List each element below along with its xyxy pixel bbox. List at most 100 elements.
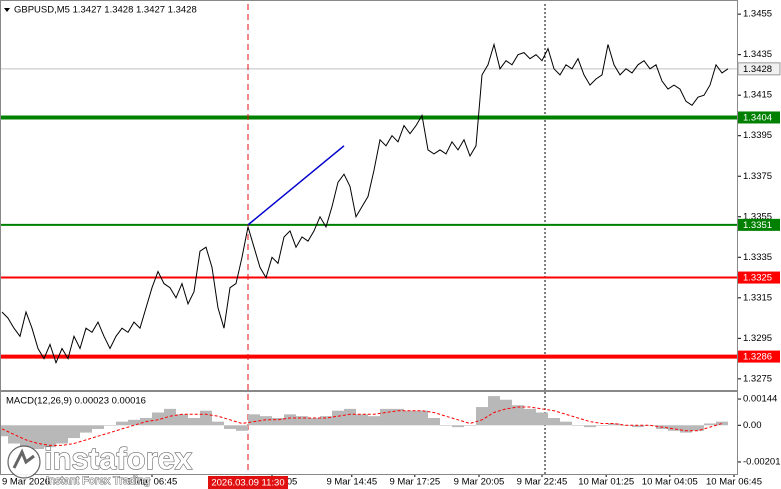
x-tick-label: 10 Mar 01:25: [578, 477, 634, 488]
histogram-bar: [296, 416, 308, 426]
histogram-bar: [104, 425, 116, 426]
histogram-bar: [704, 423, 716, 426]
signal-line: [1, 406, 723, 446]
y-tick-label: 0.00: [743, 420, 762, 431]
y-tick-label: 1.3375: [743, 171, 772, 182]
x-tick-label: 9 Mar 2026: [2, 477, 50, 488]
layer-front: 1.3428 1.3404 1.3351 1.3325 1.3286 2026.03.09…: [208, 62, 781, 489]
histogram-bar: [44, 425, 56, 448]
x-tick-label: 9 Mar 06:45: [127, 477, 178, 488]
histogram-bar: [380, 408, 392, 426]
level-label: 1.3286: [743, 352, 772, 363]
level-label-box: [738, 271, 780, 284]
histogram-bar: [248, 414, 260, 426]
price-line: [1, 42, 729, 365]
y-tick-label: 0.00144: [743, 394, 777, 405]
histogram-bar: [284, 414, 296, 426]
histogram-bar: [332, 410, 344, 426]
watermark-icon: [7, 445, 41, 479]
histogram-bar: [392, 408, 404, 426]
histogram-bar: [476, 407, 488, 426]
watermark-icon-mark: [12, 448, 35, 469]
symbol-menu-arrow[interactable]: [4, 8, 10, 12]
histogram-bar: [20, 425, 32, 448]
histogram-bar: [164, 408, 176, 426]
histogram-bar: [596, 425, 608, 426]
y-tick-label: 1.3415: [743, 90, 772, 101]
crosshair-time-label: 2026.03.09 11:30: [211, 478, 284, 489]
histogram-bar: [128, 419, 140, 426]
level-label: 1.3351: [743, 220, 772, 231]
histogram-bar: [500, 399, 512, 426]
histogram-bar: [716, 421, 728, 426]
y-tick-label: 1.3455: [743, 9, 772, 20]
histogram-bar: [560, 421, 572, 426]
trend-line: [247, 145, 345, 226]
histogram-bar: [32, 425, 44, 450]
histogram-bar: [692, 425, 704, 431]
x-tick-label: 10 Mar 06:45: [706, 477, 762, 488]
watermark: instaforex Instant Forex Trading: [7, 441, 194, 487]
histogram-bar: [428, 417, 440, 426]
x-tick-label: 9 Mar 22:45: [517, 477, 568, 488]
histogram-bar: [320, 416, 332, 426]
level-label: 1.3325: [743, 273, 772, 284]
chart-title: GBPUSD,M5 1.3427 1.3428 1.3427 1.3428: [14, 5, 197, 16]
y-tick-label: 1.3395: [743, 130, 772, 141]
layer-main: [0, 4, 737, 474]
histogram-bar: [92, 425, 104, 429]
histogram-bar: [512, 405, 524, 426]
histogram-bar: [272, 417, 284, 426]
histogram-bar: [0, 425, 8, 437]
level-label-box: [738, 350, 780, 363]
histogram-bar: [224, 425, 236, 429]
histogram-bar: [488, 396, 500, 426]
histogram-bar: [548, 417, 560, 426]
histogram-bar: [584, 425, 596, 428]
y-tick-label: 1.3295: [743, 333, 772, 344]
histogram-bar: [236, 425, 248, 431]
histogram-bar: [200, 410, 212, 426]
histogram-bar: [176, 414, 188, 426]
histogram-bar: [536, 412, 548, 426]
histogram-bar: [80, 425, 92, 433]
y-tick-label: 1.3335: [743, 252, 772, 263]
histogram-bar: [632, 425, 644, 428]
histogram-bar: [440, 425, 452, 426]
histogram-bar: [116, 421, 128, 426]
watermark-brand: instaforex: [44, 441, 193, 476]
histogram-bar: [524, 408, 536, 426]
indicator-title: MACD(12,26,9) 0.00023 0.00016: [6, 396, 146, 407]
y-tick-label: 1.3275: [743, 373, 772, 384]
y-tick-label: 1.3315: [743, 292, 772, 303]
histogram-bar: [344, 408, 356, 426]
histogram-bar: [260, 416, 272, 426]
macd-pane-border: [0, 391, 738, 475]
histogram-bar: [8, 425, 20, 444]
histogram-bar: [212, 421, 224, 426]
histogram-bar: [56, 425, 68, 444]
histogram-bar: [572, 425, 584, 426]
histogram-bar: [668, 425, 680, 431]
x-tick-label: 9 Mar 17:25: [389, 477, 440, 488]
x-tick-label: 9 Mar 14:45: [326, 477, 377, 488]
histogram-bar: [416, 410, 428, 426]
histogram-bar: [608, 423, 620, 426]
level-label-box: [738, 111, 780, 124]
y-tick-label: -0.00201: [743, 456, 781, 467]
histogram-bar: [464, 425, 476, 426]
level-label-box: [738, 218, 780, 231]
current-price-box: [737, 62, 781, 76]
histogram-bar: [308, 417, 320, 426]
histogram-bar: [356, 414, 368, 426]
level-label: 1.3404: [743, 112, 772, 123]
y-tick-label: 1.3435: [743, 49, 772, 60]
histogram-bar: [404, 410, 416, 426]
x-tick-label: 9 Mar 20:05: [454, 477, 505, 488]
histogram-bar: [680, 425, 692, 433]
crosshair-time-box: [208, 476, 288, 489]
histogram-bar: [152, 412, 164, 426]
histogram-bar: [68, 425, 80, 439]
